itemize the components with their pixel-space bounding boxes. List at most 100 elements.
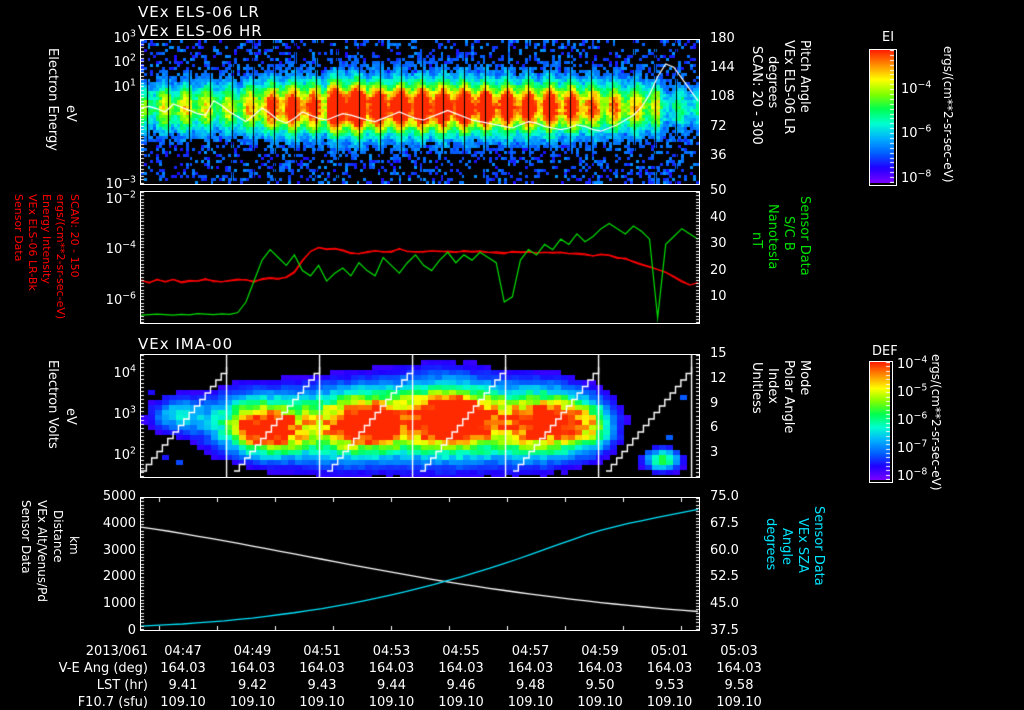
footer-cell-lst-1: 9.42 [238, 678, 267, 693]
panel4-left-tick-0: 5000 [102, 489, 136, 504]
panel4-right-tick-2: 60.0 [710, 542, 739, 558]
ei-colorbar-ticks: 10−4 10−6 10−8 [897, 43, 967, 193]
panel1-right-axis-sensor: VEx ELS-06 LR [781, 40, 796, 182]
energy-bfield-canvas [141, 192, 699, 323]
panel2-left-label-line5: SCAN: 20 - 150 [68, 194, 81, 278]
panel3-right-label-line4: Unitless [749, 362, 764, 414]
def-colorbar-tick-3: 10−7 [897, 438, 928, 457]
def-colorbar-canvas [870, 362, 890, 480]
footer-cell-f107-8: 109.10 [716, 695, 762, 710]
panel1-right-tick-0: 180 [710, 31, 735, 46]
footer-cell-time-2: 04:51 [303, 644, 341, 659]
panel1-right-label-line1: Pitch Angle [797, 40, 812, 113]
panel3-left-tick-1: 103 [113, 404, 137, 423]
panel3-right-tick-3: 6 [710, 420, 719, 436]
panel1-right-label-line4: SCAN: 20 - 300 [749, 46, 764, 145]
footer-cell-ve_ang-4: 164.03 [438, 661, 484, 676]
panel1-right-label-line3: degrees [765, 56, 780, 109]
altitude-sza-canvas [141, 498, 699, 630]
footer-cell-ve_ang-8: 164.03 [716, 661, 762, 676]
footer-row-label-0: 2013/061 [85, 644, 148, 659]
panel4-left-units: km [67, 536, 81, 580]
panel4-left-label-line3: Distance [51, 510, 65, 563]
panel2-right-units-long: Nanotesla [765, 204, 780, 320]
footer-row-label-2: LST (hr) [96, 678, 148, 693]
panel3-plot-frame [140, 354, 700, 478]
panel4-right-tick-4: 45.0 [710, 596, 739, 612]
panel3-left-tick-2: 102 [113, 446, 137, 464]
footer-cell-lst-0: 9.41 [168, 678, 198, 693]
ei-colorbar-unit: ergs/(cm**2-sr-sec-eV) [941, 46, 955, 192]
panel1-left-tick-3: 10−3 [105, 174, 136, 192]
panel1-right-axis-units: degrees [765, 56, 780, 176]
footer-cell-f107-2: 109.10 [299, 695, 345, 710]
panel1-right-label-line2: VEx ELS-06 LR [781, 40, 796, 135]
panel2-left-quantity: Energy Intensity [40, 194, 53, 322]
panel3-left-axis-units: eV [63, 408, 78, 448]
footer-cell-ve_ang-6: 164.03 [577, 661, 623, 676]
panel1-right-tick-1: 144 [710, 60, 735, 76]
panel2-left-label-line2: VEx ELS-06 LR-Bk [26, 194, 39, 291]
footer-cell-ve_ang-5: 164.03 [507, 661, 554, 676]
panel3-right-tick-0: 15 [710, 346, 727, 361]
panel4-left-tick-5: 0 [127, 623, 136, 638]
panel4-right-tick-1: 67.5 [710, 515, 739, 531]
panel2-right-label-line1: Sensor Data [797, 196, 812, 276]
ei-colorbar-bar [869, 49, 897, 186]
def-colorbar-ticks: 10−4 10−5 10−6 10−7 10−8 [893, 354, 963, 494]
panel3-right-tick-4: 3 [710, 445, 719, 461]
def-colorbar-tick-1: 10−5 [897, 383, 928, 401]
panel2-left-tick-2: 10−6 [105, 290, 136, 308]
panel2-left-units: ergs/(cm**2-sr-sec-eV) [54, 194, 67, 322]
panel-els-spectrogram: VEx ELS-06 LR VEx ELS-06 HR Electron Ene… [0, 0, 860, 192]
panel2-plot-frame [140, 191, 700, 324]
footer-cell-f107-3: 109.10 [368, 695, 415, 710]
footer-cell-ve_ang-1: 164.03 [229, 661, 276, 676]
footer-cell-lst-3: 9.44 [377, 678, 406, 693]
footer-cell-f107-7: 109.10 [646, 695, 693, 710]
panel1-title-hr: VEx ELS-06 HR [138, 22, 263, 40]
panel1-plot-frame [140, 39, 700, 185]
panel1-right-tick-4: 36 [710, 147, 727, 163]
def-colorbar-group: DEF 10−4 10−5 10−6 10−7 10−8 ergs/(cm**2-sr-… [860, 342, 1024, 502]
panel2-right-units-short: nT [749, 232, 764, 282]
panel2-right-sensor-data: Sensor Data [797, 196, 812, 320]
panel2-right-label-line2: S/C B [781, 216, 796, 251]
footer-cell-f107-1: 109.10 [229, 695, 276, 710]
panel3-left-label-line2: eV [63, 408, 78, 425]
ei-colorbar-canvas [870, 50, 894, 183]
panel-ima-spectrogram: VEx IMA-00 Electron Volts eV 104 103 102 1… [0, 332, 860, 494]
panel1-right-tick-2: 108 [710, 89, 735, 105]
panel4-left-label-line4: km [67, 536, 81, 555]
panel1-right-axis-scan: SCAN: 20 - 300 [749, 46, 764, 182]
ei-colorbar-title: EI [882, 30, 895, 45]
footer-cell-time-7: 05:01 [650, 644, 689, 659]
ei-colorbar-tick-0: 10−4 [901, 79, 932, 97]
footer-cell-time-5: 04:57 [511, 644, 550, 659]
panel-energy-intensity-bfield: Sensor Data VEx ELS-06 LR-Bk Energy Inte… [0, 183, 860, 330]
panel1-left-tick-1: 102 [113, 53, 137, 71]
panel1-right-tick-3: 72 [710, 118, 727, 134]
panel1-left-axis-label: Electron Energy [45, 48, 60, 178]
panel4-right-quantity: VEx SZA [795, 518, 810, 628]
panel2-left-scan: SCAN: 20 - 150 [68, 194, 81, 322]
panel1-right-axis-label: Pitch Angle [797, 40, 812, 182]
panel2-left-sensor-name: VEx ELS-06 LR-Bk [26, 194, 39, 322]
def-colorbar-tick-4: 10−8 [897, 466, 928, 484]
panel2-left-label-line4: ergs/(cm**2-sr-sec-eV) [54, 194, 67, 320]
panel3-right-quantity: Polar Angle [781, 360, 796, 472]
panel2-left-sensor-data: Sensor Data [12, 194, 25, 322]
ei-colorbar-group: EI 10−4 10−6 10−8 ergs/(cm**2-sr-sec-eV) [860, 28, 1024, 198]
def-colorbar-tick-2: 10−6 [897, 410, 928, 428]
panel4-left-label-line1: Sensor Data [19, 500, 33, 574]
panel2-right-tick-3: 20 [710, 262, 727, 278]
footer-cell-ve_ang-3: 164.03 [368, 661, 415, 676]
footer-cell-ve_ang-2: 164.03 [299, 661, 345, 676]
ei-colorbar-unit-text: ergs/(cm**2-sr-sec-eV) [941, 46, 955, 183]
panel3-left-axis-label: Electron Volts [45, 360, 60, 486]
panel3-right-label-line2: Polar Angle [781, 360, 796, 434]
panel4-left-label-line2: VEx Alt/Venus/Pd [35, 500, 49, 603]
panel1-right-tick-labels: 180 144 108 72 36 [706, 30, 756, 190]
footer-cell-lst-8: 9.58 [724, 678, 754, 693]
panel2-right-tick-labels: 50 40 30 20 10 [706, 183, 752, 328]
